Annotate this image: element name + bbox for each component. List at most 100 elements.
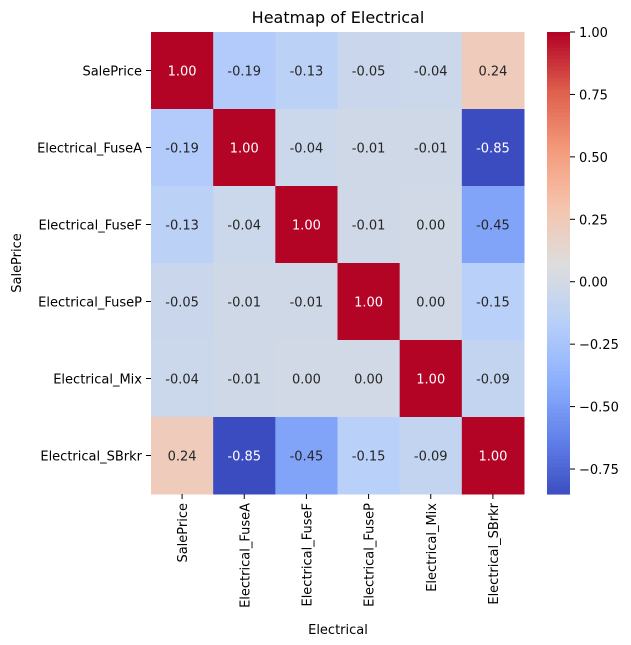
row-tick-label: Electrical_SBrkr xyxy=(40,450,142,465)
colorbar-segment xyxy=(547,355,570,360)
heatmap-cell xyxy=(399,186,463,264)
colorbar-segment xyxy=(547,82,570,87)
cell-value-label: -0.15 xyxy=(476,296,510,311)
colorbar-segment xyxy=(547,182,570,187)
colorbar-segment xyxy=(547,455,570,460)
colorbar-segment xyxy=(547,316,570,322)
colorbar-tick-label: −0.50 xyxy=(579,401,619,416)
cell-value-label: -0.15 xyxy=(352,450,386,465)
heatmap-cell xyxy=(337,186,401,264)
cell-value-label: -0.04 xyxy=(227,219,261,234)
cell-value-label: -0.45 xyxy=(476,219,510,234)
y-axis-label: SalePrice xyxy=(10,233,25,293)
colorbar-segment xyxy=(547,424,570,430)
cell-value-label: 0.24 xyxy=(478,65,507,80)
colorbar-segment xyxy=(547,432,570,437)
heatmap-cell xyxy=(461,263,525,341)
colorbar-segment xyxy=(547,174,570,179)
colorbar-segment xyxy=(547,70,570,75)
colorbar-segment xyxy=(547,374,570,380)
colorbar-segment xyxy=(547,116,570,122)
colorbar-segment xyxy=(547,478,570,484)
colorbar-segment xyxy=(547,328,570,333)
heatmap-cell xyxy=(337,417,401,495)
colorbar-tick-label: −0.25 xyxy=(579,338,619,353)
cell-value-label: 0.00 xyxy=(354,373,383,388)
colorbar-segment xyxy=(547,486,570,491)
heatmap-cell xyxy=(151,109,214,187)
colorbar-segment xyxy=(547,378,570,383)
cell-value-label: -0.01 xyxy=(227,373,261,388)
colorbar-segment xyxy=(547,170,570,176)
colorbar-segment xyxy=(547,147,570,152)
colorbar-segment xyxy=(547,251,570,256)
heatmap-cell xyxy=(399,417,463,495)
cell-value-label: -0.01 xyxy=(352,142,386,157)
heatmap-cells xyxy=(151,32,525,495)
colorbar-segment xyxy=(547,139,570,145)
colorbar-segment xyxy=(547,216,570,222)
colorbar-segment xyxy=(547,55,570,60)
cell-value-label: 1.00 xyxy=(478,450,507,465)
cell-value-label: -0.85 xyxy=(227,450,261,465)
colorbar-segment xyxy=(547,359,570,364)
colorbar-segment xyxy=(547,128,570,133)
colorbar-segment xyxy=(547,413,570,418)
row-tick-label: Electrical_FuseA xyxy=(37,142,142,157)
colorbar-segment xyxy=(547,324,570,330)
colorbar-segment xyxy=(547,47,570,52)
colorbar-segment xyxy=(547,97,570,102)
cell-value-label: -0.04 xyxy=(165,373,199,388)
row-tick-label: Electrical_Mix xyxy=(53,373,142,388)
colorbar-segment xyxy=(547,370,570,376)
column-tick-label: Electrical_FuseA xyxy=(238,503,253,608)
cell-value-label: 1.00 xyxy=(230,142,259,157)
colorbar-segment xyxy=(547,243,570,249)
colorbar-segment xyxy=(547,236,570,241)
cell-value-label: -0.01 xyxy=(290,296,324,311)
heatmap-cell xyxy=(213,340,276,418)
colorbar-tick-label: 0.75 xyxy=(579,88,608,103)
colorbar-tick-label: −0.75 xyxy=(579,463,619,478)
colorbar-segment xyxy=(547,313,570,318)
heatmap-cell xyxy=(275,340,338,418)
colorbar-segment xyxy=(547,340,570,345)
heatmap-cell xyxy=(213,263,276,341)
colorbar-segment xyxy=(547,124,570,129)
colorbar-segment xyxy=(547,224,570,229)
cell-value-label: 1.00 xyxy=(168,65,197,80)
colorbar-segment xyxy=(547,232,570,237)
column-tick-label: SalePrice xyxy=(176,503,191,563)
colorbar-segment xyxy=(547,162,570,168)
heatmap-cell xyxy=(151,32,214,110)
colorbar-segment xyxy=(547,266,570,272)
cell-value-label: 0.24 xyxy=(168,450,197,465)
heatmap-cell xyxy=(213,417,276,495)
cell-value-label: -0.01 xyxy=(414,142,448,157)
row-tick-label: SalePrice xyxy=(82,65,142,80)
colorbar-segment xyxy=(547,85,570,91)
colorbar-segment xyxy=(547,189,570,195)
colorbar-segment xyxy=(547,58,570,64)
cell-value-label: -0.09 xyxy=(476,373,510,388)
colorbar-tick-label: 0.25 xyxy=(579,213,608,228)
cell-annotations: 1.00 -0.19 -0.13 -0.05 -0.04 0.24 -0.19 1.00 -0.… xyxy=(165,65,509,465)
cell-value-label: -0.05 xyxy=(165,296,199,311)
colorbar-segment xyxy=(547,263,570,268)
colorbar-segment xyxy=(547,197,570,202)
heatmap-cell xyxy=(461,340,525,418)
colorbar-segment xyxy=(547,440,570,445)
heatmap-cell xyxy=(275,32,338,110)
colorbar-segment xyxy=(547,274,570,279)
cell-value-label: -0.13 xyxy=(290,65,324,80)
column-tick-label: Electrical_FuseP xyxy=(363,503,378,607)
heatmap-cell xyxy=(337,340,401,418)
colorbar-segment xyxy=(547,32,570,37)
colorbar-segment xyxy=(547,420,570,426)
heatmap-cell xyxy=(213,32,276,110)
row-tick-label: Electrical_FuseP xyxy=(38,296,142,311)
colorbar-segment xyxy=(547,390,570,395)
colorbar-segment xyxy=(547,93,570,99)
colorbar-segment xyxy=(547,363,570,368)
